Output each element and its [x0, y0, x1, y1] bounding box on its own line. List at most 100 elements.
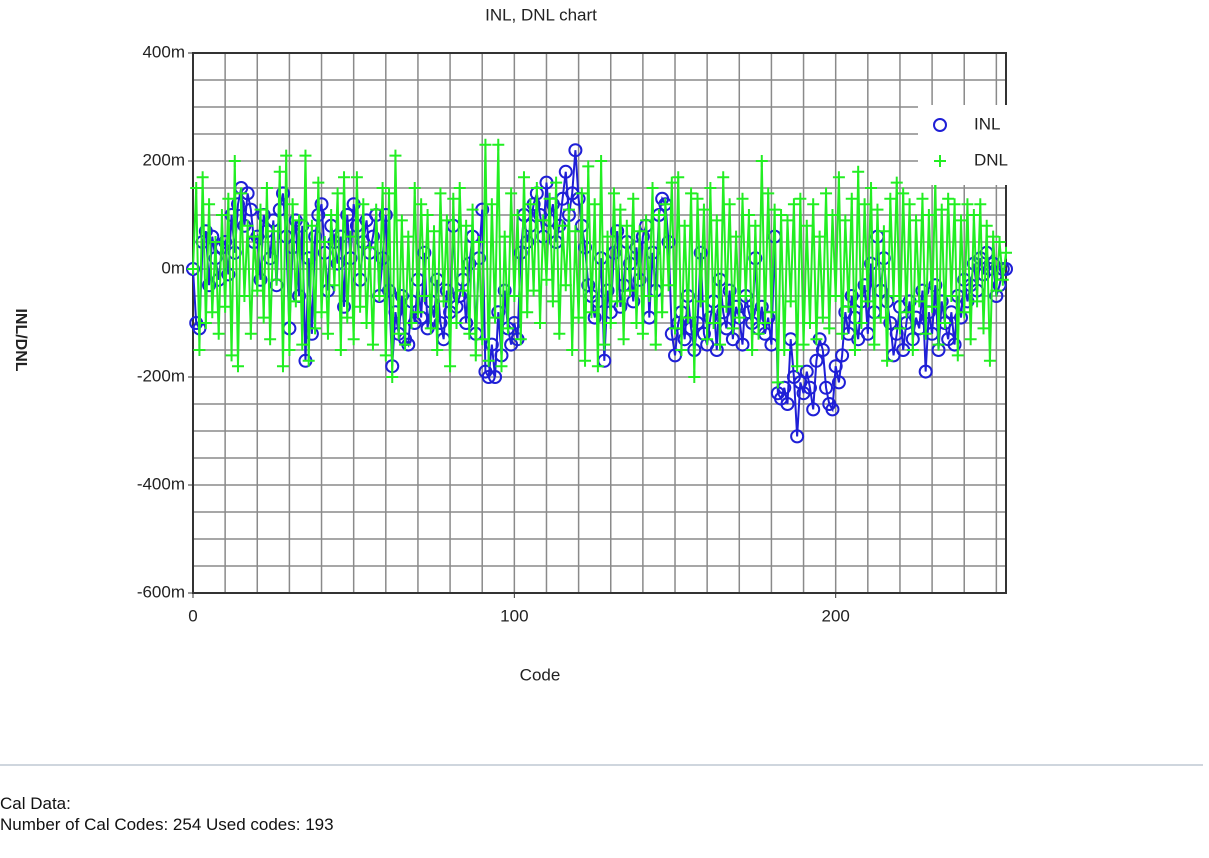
dnl-marker: [826, 209, 839, 221]
inl-marker: [825, 402, 840, 417]
dnl-marker: [736, 192, 749, 205]
dnl-marker: [370, 203, 383, 216]
dnl-marker: [691, 192, 704, 205]
dnl-marker: [276, 360, 289, 373]
dnl-marker: [514, 333, 527, 346]
legend-label: DNL: [974, 150, 1008, 169]
dnl-marker: [421, 209, 434, 221]
dnl-marker: [428, 225, 441, 238]
dnl-marker: [678, 219, 691, 232]
inl-marker: [883, 316, 898, 330]
dnl-marker: [746, 344, 759, 356]
dnl-marker: [341, 311, 354, 324]
dnl-marker: [903, 198, 916, 211]
dnl-marker: [575, 187, 588, 200]
inl-marker: [314, 197, 329, 212]
y-tick-label: -400m: [137, 474, 185, 493]
dnl-marker: [209, 236, 222, 248]
dnl-marker: [820, 187, 833, 200]
dnl-marker: [897, 187, 910, 200]
dnl-marker: [309, 322, 322, 335]
dnl-marker: [974, 198, 987, 211]
dnl-marker: [932, 338, 945, 351]
inl-marker: [253, 272, 268, 287]
dnl-marker: [357, 198, 370, 211]
dnl-marker: [829, 290, 842, 302]
dnl-marker: [813, 230, 826, 243]
dnl-marker: [588, 198, 601, 211]
inl-marker: [340, 208, 355, 222]
dnl-marker: [704, 182, 717, 194]
dnl-marker: [977, 322, 990, 335]
inl-marker: [382, 283, 397, 298]
dnl-marker: [916, 192, 929, 205]
dnl-marker: [816, 311, 829, 324]
dnl-marker: [395, 214, 408, 227]
dnl-marker: [315, 306, 328, 319]
dnl-marker: [665, 176, 678, 189]
dnl-marker: [289, 295, 302, 308]
dnl-marker: [392, 327, 405, 340]
dnl-marker: [235, 187, 248, 200]
series-line: [192, 144, 1007, 383]
dnl-marker: [540, 273, 553, 286]
dnl-marker: [791, 360, 804, 373]
dnl-marker: [842, 300, 855, 313]
dnl-marker: [926, 300, 939, 313]
inl-marker: [831, 375, 846, 390]
inl-marker: [999, 262, 1013, 276]
dnl-marker: [238, 290, 251, 302]
dnl-marker: [893, 322, 906, 335]
dnl-marker: [961, 198, 974, 211]
cal-info: Number of Cal Codes: 254 Used codes: 193: [0, 815, 334, 834]
dnl-marker: [546, 295, 559, 308]
dnl-marker: [881, 354, 894, 367]
dnl-marker: [569, 225, 582, 238]
dnl-marker: [517, 171, 530, 184]
dnl-marker: [787, 198, 800, 211]
dnl-marker: [1000, 246, 1012, 259]
dnl-marker: [299, 149, 312, 162]
dnl-marker: [775, 209, 788, 221]
dnl-marker: [582, 160, 595, 173]
dnl-marker: [604, 317, 617, 329]
dnl-marker: [868, 338, 881, 351]
dnl-marker: [444, 360, 457, 373]
inl-marker: [610, 224, 625, 239]
dnl-marker: [938, 317, 951, 329]
dnl-marker: [199, 317, 212, 329]
dnl-marker: [669, 322, 682, 335]
dnl-marker: [794, 192, 807, 205]
dnl-marker: [437, 295, 450, 308]
dnl-marker: [405, 317, 418, 329]
dnl-marker: [485, 198, 498, 211]
inl-marker: [947, 337, 962, 352]
dnl-marker: [212, 327, 225, 340]
dnl-marker: [579, 354, 592, 367]
inl-marker: [497, 283, 512, 298]
x-axis-label: Code: [520, 665, 561, 684]
dnl-marker: [865, 182, 878, 194]
dnl-marker: [505, 187, 518, 200]
plot-area: [186, 138, 1013, 444]
inl-marker: [815, 343, 830, 357]
cal-heading: Cal Data:: [0, 794, 71, 813]
dnl-marker: [228, 155, 241, 167]
dnl-marker: [649, 338, 662, 351]
inl-marker: [568, 143, 583, 158]
dnl-marker: [771, 376, 784, 389]
inl-marker: [484, 337, 499, 352]
dnl-marker: [331, 187, 344, 200]
dnl-marker: [264, 333, 277, 346]
dnl-marker: [254, 203, 267, 216]
legend-box: [918, 105, 1010, 185]
dnl-marker: [450, 317, 463, 329]
inl-marker: [780, 397, 795, 411]
dnl-marker: [778, 344, 791, 356]
inl-marker: [799, 364, 814, 379]
dnl-marker: [408, 182, 421, 194]
dnl-marker: [215, 209, 228, 221]
dnl-marker: [749, 219, 762, 232]
dnl-marker: [241, 219, 254, 232]
dnl-marker: [710, 214, 723, 227]
